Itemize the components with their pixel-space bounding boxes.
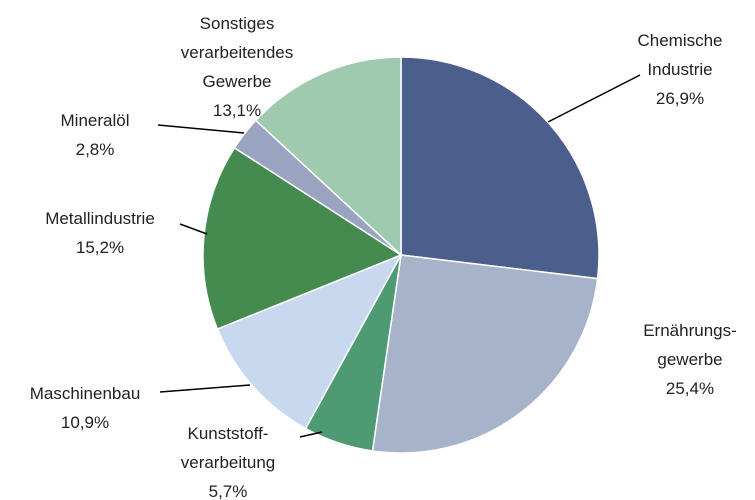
category-label: Maschinenbau	[29, 384, 141, 403]
leader-line	[157, 124, 245, 134]
value-label: 10,9%	[60, 413, 110, 432]
value-label: 2,8%	[75, 140, 115, 159]
leader-line	[179, 223, 208, 235]
value-label: 15,2%	[75, 238, 125, 257]
value-label: 5,7%	[208, 482, 248, 500]
slice-label: Kunststoff- verarbeitung 5,7%	[128, 419, 328, 500]
pie-slice	[400, 56, 600, 280]
category-label: Mineralöl	[60, 111, 130, 130]
category-label: Kunststoff- verarbeitung	[180, 424, 276, 472]
category-label: Sonstiges verarbeitendes Gewerbe	[180, 14, 294, 91]
pie-slice	[202, 146, 403, 331]
slice-label: Sonstiges verarbeitendes Gewerbe 13,1%	[137, 9, 337, 125]
leader-line	[547, 74, 641, 123]
pie-slice	[216, 253, 403, 430]
slice-label: Metallindustrie 15,2%	[0, 204, 200, 262]
category-label: Chemische Industrie	[637, 31, 723, 79]
category-label: Metallindustrie	[45, 209, 155, 228]
pie-slice	[371, 254, 599, 454]
pie-slice	[254, 56, 402, 257]
leader-line	[159, 384, 251, 393]
value-label: 26,9%	[655, 89, 705, 108]
leader-line	[299, 431, 323, 438]
value-label: 25,4%	[665, 379, 715, 398]
slice-label: Maschinenbau 10,9%	[0, 379, 185, 437]
category-label: Ernährungs- gewerbe	[643, 321, 737, 369]
slice-label: Mineralöl 2,8%	[0, 106, 195, 164]
slice-label: Ernährungs- gewerbe 25,4%	[590, 316, 755, 403]
slice-label: Chemische Industrie 26,9%	[580, 26, 755, 113]
value-label: 13,1%	[212, 101, 262, 120]
